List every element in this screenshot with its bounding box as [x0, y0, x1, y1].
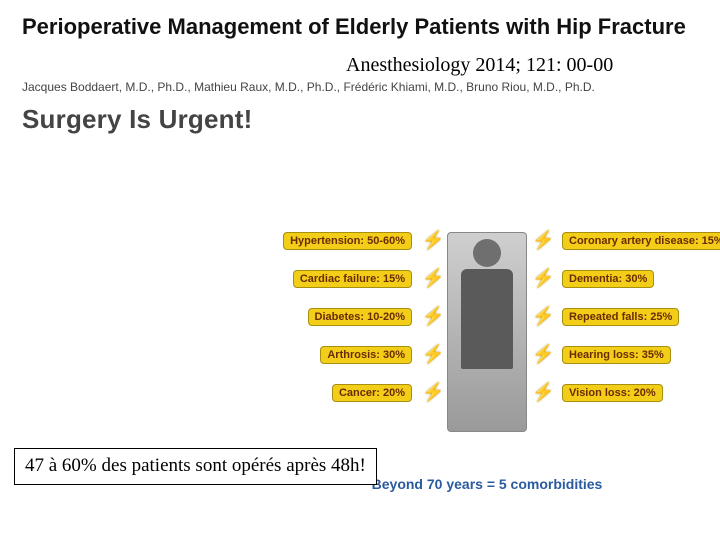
- page-title: Perioperative Management of Elderly Pati…: [22, 14, 698, 40]
- comorbidity-tag-left: Cardiac failure: 15%: [293, 270, 412, 288]
- footnote-box: 47 à 60% des patients sont opérés après …: [14, 448, 377, 485]
- lightning-bolt-icon: ⚡: [532, 382, 554, 403]
- comorbidity-tag-left: Hypertension: 50-60%: [283, 232, 412, 250]
- comorbidity-tag-right: Coronary artery disease: 15%: [562, 232, 720, 250]
- lightning-bolt-icon: ⚡: [422, 344, 444, 365]
- elderly-figure-icon: [447, 232, 527, 432]
- comorbidity-tag-left: Arthrosis: 30%: [320, 346, 412, 364]
- comorbidity-tag-left: Diabetes: 10-20%: [308, 308, 413, 326]
- lightning-bolt-icon: ⚡: [422, 382, 444, 403]
- comorbidity-tag-right: Hearing loss: 35%: [562, 346, 671, 364]
- comorbidity-tag-left: Cancer: 20%: [332, 384, 412, 402]
- citation-text: Anesthesiology 2014; 121: 00-00: [346, 54, 613, 77]
- section-subhead: Surgery Is Urgent!: [0, 102, 720, 143]
- lightning-bolt-icon: ⚡: [422, 230, 444, 251]
- lightning-bolt-icon: ⚡: [532, 268, 554, 289]
- comorbidity-tag-right: Repeated falls: 25%: [562, 308, 679, 326]
- lightning-bolt-icon: ⚡: [532, 344, 554, 365]
- lightning-bolt-icon: ⚡: [422, 306, 444, 327]
- lightning-bolt-icon: ⚡: [422, 268, 444, 289]
- lightning-bolt-icon: ⚡: [532, 230, 554, 251]
- comorbidity-tag-right: Dementia: 30%: [562, 270, 654, 288]
- comorbidity-tag-right: Vision loss: 20%: [562, 384, 663, 402]
- lightning-bolt-icon: ⚡: [532, 306, 554, 327]
